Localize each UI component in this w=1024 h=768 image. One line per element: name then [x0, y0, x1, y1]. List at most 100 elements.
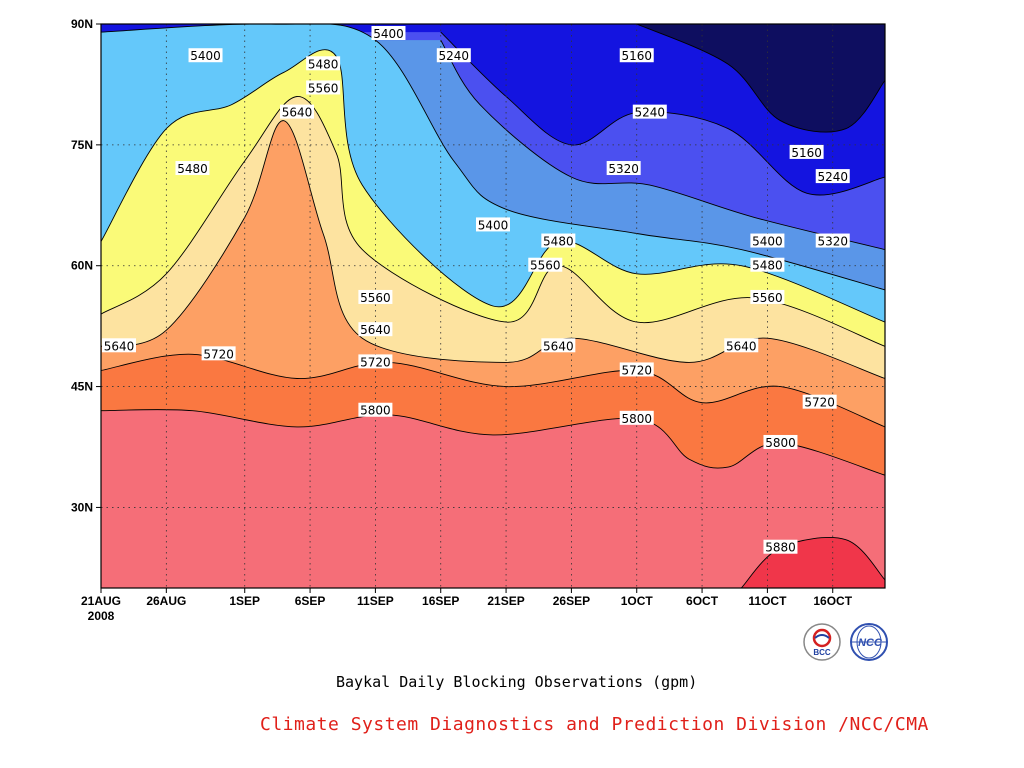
y-tick-label: 75N: [71, 138, 93, 152]
x-tick-label: 6OCT: [686, 594, 719, 608]
contour-label: 5480: [541, 233, 576, 249]
contour-label-text: 5560: [360, 291, 391, 305]
contour-label-text: 5640: [282, 106, 313, 120]
contour-label-text: 5400: [478, 218, 509, 232]
x-tick-label: 16OCT: [813, 594, 852, 608]
x-axis-year-label: 2008: [88, 609, 115, 623]
contour-label: 5480: [175, 161, 210, 176]
y-tick-label: 90N: [71, 17, 93, 31]
contour-label: 5560: [528, 257, 563, 273]
contour-label-text: 5880: [765, 541, 796, 555]
contour-label: 5800: [358, 402, 393, 418]
contour-label-text: 5240: [817, 170, 848, 184]
contour-line-5480: [101, 49, 885, 323]
contour-label: 5720: [802, 394, 837, 410]
contour-label: 5240: [815, 169, 850, 184]
contour-line-5720: [101, 353, 885, 428]
y-axis: 30N 45N 60N 75N 90N: [71, 17, 101, 514]
contour-label: 5640: [724, 338, 759, 353]
contour-label: 5160: [619, 48, 654, 63]
contour-label-text: 5320: [608, 162, 639, 176]
contour-label: 5400: [750, 233, 785, 249]
x-tick-label: 6SEP: [295, 594, 326, 608]
contour-label-text: 5480: [543, 235, 574, 249]
contour-label-text: 5640: [543, 339, 574, 353]
contour-line-5560: [101, 96, 885, 347]
y-tick-label: 30N: [71, 500, 93, 514]
contour-label-text: 5720: [621, 363, 652, 377]
contour-chart: 5400 5480 5560 5640 5480 5400 5240 5160 5240 5320…: [71, 17, 886, 623]
contour-label: 5560: [306, 80, 341, 95]
contour-label: 5320: [606, 161, 641, 176]
contour-labels: 5400 5480 5560 5640 5480 5400 5240 5160 5240 5320…: [102, 26, 850, 555]
contour-line-5320: [440, 39, 885, 251]
contour-label-text: 5240: [635, 106, 666, 120]
contour-label-text: 5560: [530, 259, 561, 273]
contour-label: 5640: [358, 322, 393, 337]
x-tick-label: 16SEP: [422, 594, 459, 608]
contour-line-5800: [101, 409, 885, 476]
x-tick-label: 26SEP: [553, 594, 590, 608]
contour-fills: [101, 24, 885, 588]
x-tick-label: 1OCT: [621, 594, 654, 608]
contour-label-text: 5560: [752, 291, 783, 305]
contour-label-text: 5480: [308, 57, 339, 71]
contour-label: 5720: [358, 354, 393, 369]
ncc-logo-text: NCC: [858, 637, 883, 649]
grid-lines: [101, 24, 885, 588]
contour-label: 5800: [763, 434, 798, 450]
contour-label: 5560: [750, 289, 785, 305]
contour-label-text: 5800: [765, 436, 796, 450]
fill-region-5800: [101, 409, 885, 588]
credit-line: Climate System Diagnostics and Predictio…: [260, 714, 929, 735]
contour-label: 5400: [476, 217, 510, 232]
contour-label-text: 5720: [360, 355, 391, 369]
contour-label-text: 5400: [190, 49, 221, 63]
contour-label: 5640: [102, 338, 136, 353]
x-tick-label: 21AUG: [81, 594, 121, 608]
x-tick-label: 26AUG: [146, 594, 186, 608]
contour-label-text: 5800: [360, 404, 391, 418]
contour-label: 5320: [815, 233, 850, 249]
contour-label: 5400: [371, 26, 406, 41]
contour-label: 5480: [306, 56, 341, 71]
contour-label: 5720: [201, 346, 236, 361]
contour-label-text: 5480: [177, 162, 208, 176]
contour-label: 5880: [763, 539, 798, 555]
ncc-logo: NCC: [850, 623, 888, 661]
contour-label-text: 5800: [621, 412, 652, 426]
contour-line-5160: [636, 24, 885, 133]
x-tick-label: 11OCT: [748, 594, 787, 608]
y-tick-label: 45N: [71, 380, 93, 394]
contour-label-text: 5560: [308, 81, 339, 95]
contour-label: 5240: [436, 48, 471, 63]
contour-label-text: 5400: [373, 27, 404, 41]
chart-title: Baykal Daily Blocking Observations (gpm): [336, 673, 698, 691]
contour-label-text: 5720: [203, 347, 234, 361]
contour-line-5640: [101, 120, 885, 379]
contour-label-text: 5320: [817, 235, 848, 249]
contour-label-text: 5640: [104, 339, 135, 353]
contour-label: 5160: [789, 144, 824, 160]
contour-label-text: 5480: [752, 259, 783, 273]
contour-label: 5560: [358, 289, 393, 305]
contour-label-text: 5240: [439, 49, 470, 63]
contour-label-text: 5640: [726, 339, 757, 353]
contour-line-5880: [740, 537, 885, 588]
contour-label: 5640: [541, 338, 576, 353]
contour-label: 5640: [280, 104, 314, 120]
contour-label-text: 5400: [752, 235, 783, 249]
contour-label: 5800: [619, 410, 654, 426]
y-tick-label: 60N: [71, 259, 93, 273]
x-tick-label: 11SEP: [357, 594, 394, 608]
contour-label-text: 5160: [621, 49, 652, 63]
x-tick-label: 21SEP: [487, 594, 524, 608]
x-axis: 21AUG 26AUG 1SEP 6SEP 11SEP 16SEP 21SEP 26SEP 1O…: [81, 588, 853, 608]
contour-label-text: 5160: [791, 146, 822, 160]
contour-label: 5480: [750, 257, 785, 273]
x-tick-label: 1SEP: [229, 594, 260, 608]
contour-label-text: 5720: [804, 396, 835, 410]
contour-label: 5240: [632, 104, 667, 120]
bcc-logo-text: BCC: [813, 648, 831, 657]
contour-label: 5720: [619, 362, 654, 377]
